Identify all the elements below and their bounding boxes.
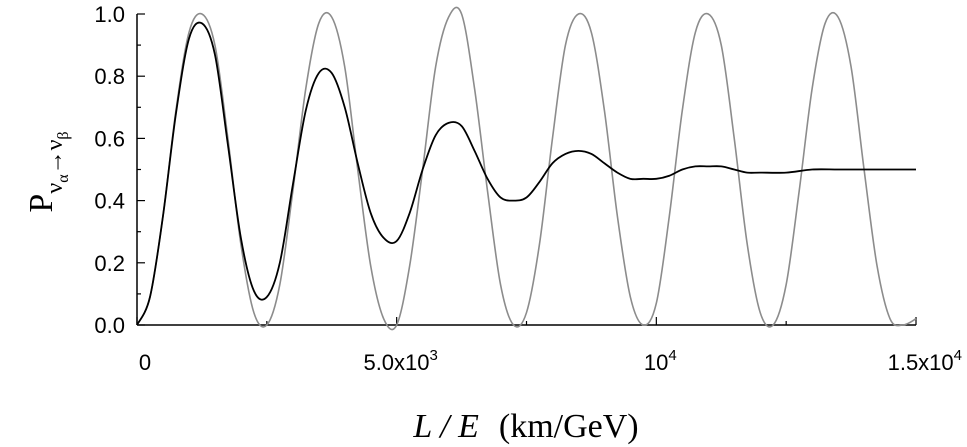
x-tick-labels: 0 5.0x103 104 1.5x104	[139, 347, 962, 375]
y-tick-label: 0.8	[94, 64, 125, 89]
x-axis-title: L / E (km/GeV)	[412, 408, 638, 445]
y-tick-label: 0.6	[94, 126, 125, 151]
y-axis-title-main: P	[23, 194, 60, 213]
y-tick-label: 1.0	[94, 2, 125, 27]
x-tick-label: 0	[139, 350, 151, 375]
y-axis-title-nu1: ν	[42, 183, 68, 194]
y-axis-title-alpha: α	[55, 174, 72, 183]
x-axis-unit: (km/GeV)	[499, 408, 639, 445]
y-tick-label: 0.4	[94, 189, 125, 214]
y-tick-label: 0.2	[94, 251, 125, 276]
axis-ticks	[136, 13, 917, 326]
series-line-gray	[136, 6, 917, 331]
y-tick-labels: 0.0 0.2 0.4 0.6 0.8 1.0	[94, 2, 125, 338]
y-tick-label: 0.0	[94, 313, 125, 338]
x-axis-variable: L / E	[412, 408, 479, 445]
y-axis-title-arrow: →	[42, 150, 68, 174]
plot-area	[136, 6, 917, 331]
x-tick-label: 104	[644, 347, 677, 375]
y-axis-title-beta: β	[55, 131, 72, 139]
series-line-black	[136, 21, 916, 326]
y-axis-title-nu2: ν	[42, 139, 68, 150]
x-tick-label: 5.0x103	[363, 347, 437, 375]
x-tick-label: 1.5x104	[888, 347, 962, 375]
y-axis-title: Pνα→νβ	[23, 131, 72, 212]
series-group	[136, 6, 917, 331]
